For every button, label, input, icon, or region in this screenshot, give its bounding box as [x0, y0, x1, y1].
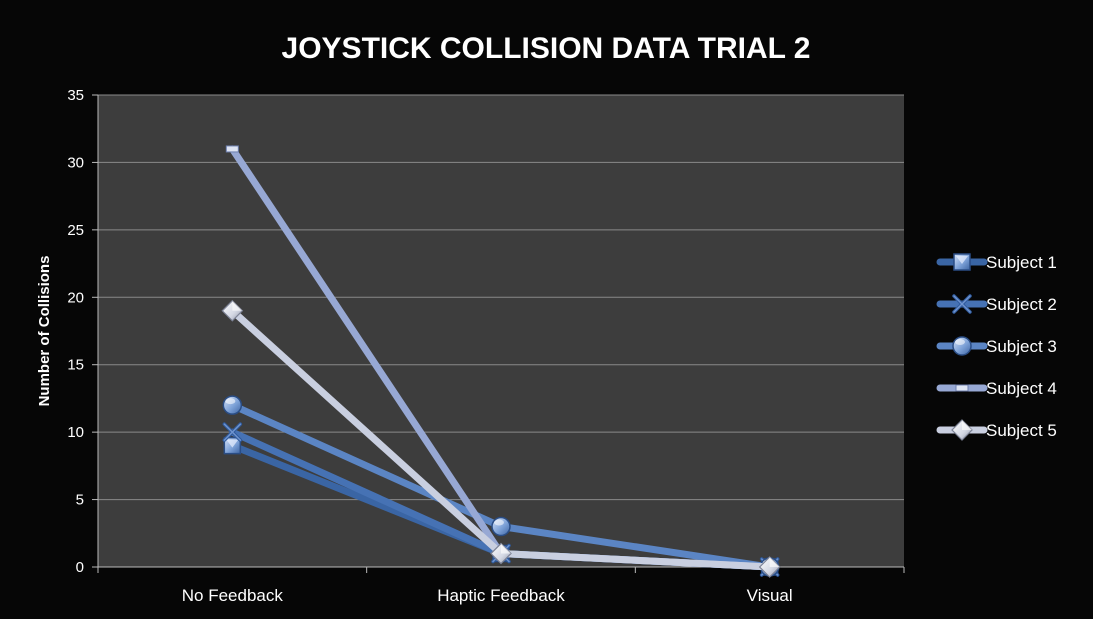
- y-tick-label: 25: [67, 222, 84, 239]
- legend-item: Subject 1: [936, 253, 1057, 272]
- diamond-icon: [221, 299, 244, 322]
- x-icon: [952, 294, 972, 314]
- x-tick-label: Haptic Feedback: [437, 586, 565, 605]
- diamond-icon: [490, 542, 512, 565]
- series: [221, 145, 781, 578]
- legend: Subject 1 Subject 2 Subject 3 Subject 4 Subj…: [936, 253, 1057, 441]
- circle-icon: [491, 516, 511, 537]
- y-axis-label: Number of Collisions: [36, 256, 53, 407]
- circle-icon: [952, 336, 972, 356]
- legend-label: Subject 3: [986, 337, 1057, 356]
- legend-item: Subject 2: [936, 294, 1057, 314]
- square-icon: [223, 436, 242, 455]
- legend-item: Subject 3: [936, 336, 1057, 356]
- axes: 0 5 10 15 20 25 30 35 No Feedback Haptic Feedback…: [67, 87, 905, 605]
- legend-label: Subject 5: [986, 421, 1057, 440]
- legend-item: Subject 4: [936, 379, 1057, 398]
- y-tick-label: 15: [67, 357, 84, 374]
- y-tick-label: 10: [67, 424, 84, 441]
- legend-label: Subject 4: [986, 379, 1057, 398]
- x-icon: [222, 422, 243, 442]
- dash-icon: [955, 384, 969, 392]
- legend-item: Subject 5: [936, 419, 1057, 441]
- legend-label: Subject 2: [986, 295, 1057, 314]
- circle-icon: [222, 395, 243, 415]
- y-tick-label: 5: [76, 492, 84, 509]
- series-5: [221, 299, 781, 578]
- y-tick-label: 35: [67, 87, 84, 104]
- x-tick-label: No Feedback: [182, 586, 284, 605]
- square-icon: [953, 253, 971, 271]
- diamond-icon: [951, 419, 973, 441]
- legend-label: Subject 1: [986, 253, 1057, 272]
- dash-icon: [225, 145, 239, 153]
- y-tick-label: 30: [67, 154, 84, 171]
- plot-area: [98, 95, 904, 567]
- diamond-icon: [758, 556, 781, 578]
- y-tick-label: 20: [67, 289, 84, 306]
- y-tick-label: 0: [76, 559, 84, 576]
- chart-title: JOYSTICK COLLISION DATA TRIAL 2: [282, 32, 811, 65]
- x-tick-label: Visual: [747, 586, 793, 605]
